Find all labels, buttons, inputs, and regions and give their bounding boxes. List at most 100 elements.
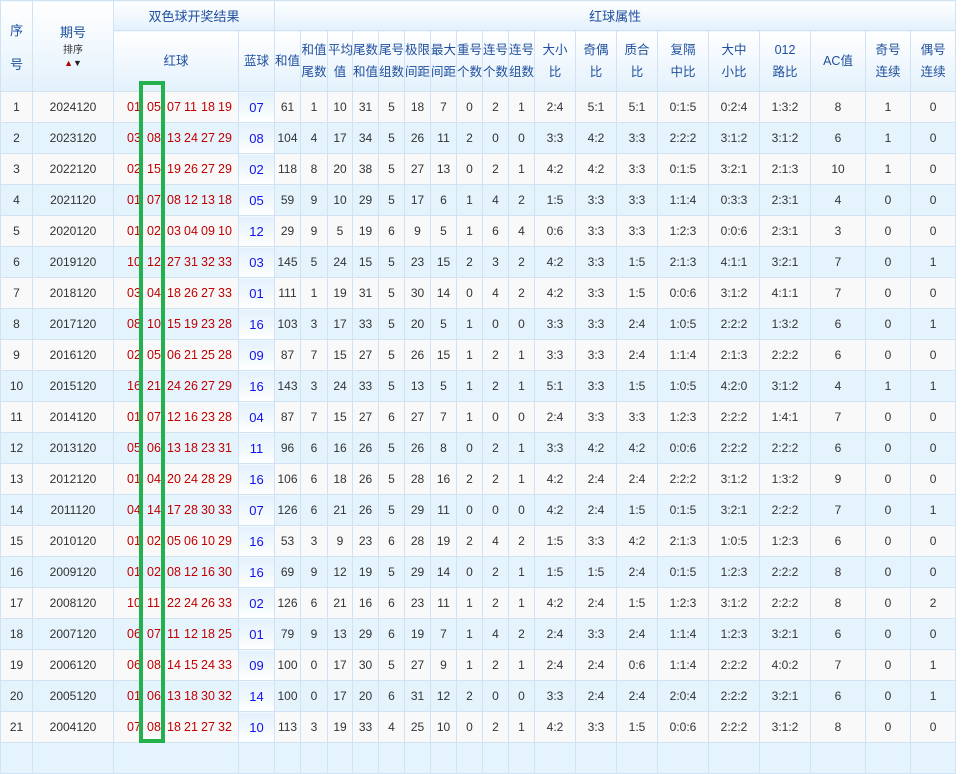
- red-ball: 23: [201, 410, 215, 424]
- red-ball: 18: [167, 720, 181, 734]
- sort-control[interactable]: 排序 ▲▼: [63, 45, 83, 68]
- attr-cell: 13: [327, 618, 354, 650]
- table-row: 7 2018120 03 04 18 26 27 33 01 111 1 19 31 5 30 14 0 4 2 4:…: [0, 277, 957, 309]
- attr-cell: 29: [352, 618, 380, 650]
- attr-cell: 3: [300, 370, 329, 402]
- attr-cell: 2:3:1: [759, 184, 812, 216]
- attr-cell: 7: [810, 277, 867, 309]
- attr-cell: 0: [456, 277, 484, 309]
- sort-up-icon[interactable]: ▲: [64, 58, 73, 68]
- attr-cell: 0: [865, 339, 912, 371]
- attr-cell: 23: [404, 587, 432, 619]
- empty-cell: [616, 742, 659, 774]
- attr-cell: 0: [482, 308, 510, 340]
- attr-cell: 2:2:2: [759, 494, 812, 526]
- attr-cell: 15: [430, 339, 458, 371]
- red-ball: 04: [184, 224, 198, 238]
- red-ball: 16: [184, 410, 198, 424]
- attr-cell: 27: [404, 153, 432, 185]
- attr-cell: 20: [327, 153, 354, 185]
- attr-cell: 0: [865, 649, 912, 681]
- attr-cell: 3:1:2: [759, 122, 812, 154]
- attr-cell: 4: [482, 184, 510, 216]
- empty-cell: [300, 742, 329, 774]
- red-balls-cell: 03 08 13 24 27 29: [113, 122, 239, 154]
- attr-cell: 1: [865, 122, 912, 154]
- attr-cell: 4:2:0: [708, 370, 761, 402]
- blue-ball-cell: 10: [237, 711, 276, 743]
- attr-cell: 0:0:6: [657, 277, 710, 309]
- attr-cell: 0: [910, 215, 957, 247]
- attr-cell: 0: [508, 401, 536, 433]
- attr-cell: 3:3: [575, 184, 618, 216]
- attr-cell: 5: [300, 246, 329, 278]
- attr-cell: 6: [810, 680, 867, 712]
- attr-cell: 1: [508, 339, 536, 371]
- blue-ball-cell: 08: [237, 122, 276, 154]
- attr-cell: 2:2:2: [759, 432, 812, 464]
- attr-cell: 7: [430, 91, 458, 123]
- issue-cell: 2021120: [32, 184, 114, 216]
- attr-cell: 1: [508, 587, 536, 619]
- attr-cell: 6: [378, 215, 406, 247]
- red-ball: 13: [167, 131, 181, 145]
- attr-cell: 0: [456, 432, 484, 464]
- empty-cell: [456, 742, 484, 774]
- attr-cell: 1: [910, 680, 957, 712]
- attr-cell: 31: [404, 680, 432, 712]
- issue-cell: 2004120: [32, 711, 114, 743]
- attr-cell: 7: [810, 494, 867, 526]
- attr-cell: 5: [378, 339, 406, 371]
- attr-cell: 16: [430, 463, 458, 495]
- attr-cell: 5: [378, 649, 406, 681]
- attr-cell: 26: [352, 494, 380, 526]
- attr-cell: 8: [300, 153, 329, 185]
- attr-cell: 0: [865, 184, 912, 216]
- attr-cell: 12: [430, 680, 458, 712]
- attr-cell: 2: [508, 246, 536, 278]
- attr-cell: 0: [300, 680, 329, 712]
- issue-cell: 2012120: [32, 463, 114, 495]
- attr-cell: 3:2:1: [708, 494, 761, 526]
- sort-down-icon[interactable]: ▼: [73, 58, 82, 68]
- red-ball: 13: [201, 193, 215, 207]
- attr-cell: 5:1: [575, 91, 618, 123]
- attr-cell: 2:2:2: [657, 463, 710, 495]
- red-balls-cell: 01 05 07 11 18 19: [113, 91, 239, 123]
- red-ball: 15: [167, 317, 181, 331]
- red-ball: 27: [167, 255, 181, 269]
- attr-cell: 1: [508, 91, 536, 123]
- red-ball: 05: [167, 534, 181, 548]
- attr-cell: 7: [300, 401, 329, 433]
- attr-cell: 7: [810, 401, 867, 433]
- attr-cell: 4: [810, 184, 867, 216]
- red-ball: 27: [201, 720, 215, 734]
- attr-cell: 4:2: [575, 432, 618, 464]
- attr-cell: 0: [865, 525, 912, 557]
- attr-cell: 100: [274, 649, 302, 681]
- header-seq: 序号: [0, 0, 33, 92]
- empty-cell: [237, 742, 276, 774]
- attr-cell: 9: [300, 184, 329, 216]
- attr-cell: 0: [456, 91, 484, 123]
- attr-cell: 3:1:2: [708, 587, 761, 619]
- attr-cell: 6: [810, 525, 867, 557]
- empty-cell: [404, 742, 432, 774]
- attr-cell: 1:5: [616, 277, 659, 309]
- attr-cell: 10: [327, 91, 354, 123]
- table-row: 6 2019120 10 12 27 31 32 33 03 145 5 24 15 5 23 15 2 3 2 4:…: [0, 246, 957, 278]
- attr-cell: 6: [300, 432, 329, 464]
- issue-cell: 2010120: [32, 525, 114, 557]
- attr-cell: 3: [300, 525, 329, 557]
- red-ball: 27: [201, 286, 215, 300]
- table-row: 18 2007120 06 07 11 12 18 25 01 79 9 13 29 6 19 7 1 4 2 2:4…: [0, 618, 957, 650]
- attr-cell: 0:0:6: [708, 215, 761, 247]
- blue-ball-cell: 16: [237, 370, 276, 402]
- red-ball: 30: [201, 503, 215, 517]
- attr-cell: 2:1:3: [759, 153, 812, 185]
- red-ball: 23: [201, 441, 215, 455]
- red-ball: 01: [127, 565, 141, 579]
- attr-cell: 1: [456, 401, 484, 433]
- attr-cell: 0: [456, 494, 484, 526]
- attr-cell: 2: [456, 463, 484, 495]
